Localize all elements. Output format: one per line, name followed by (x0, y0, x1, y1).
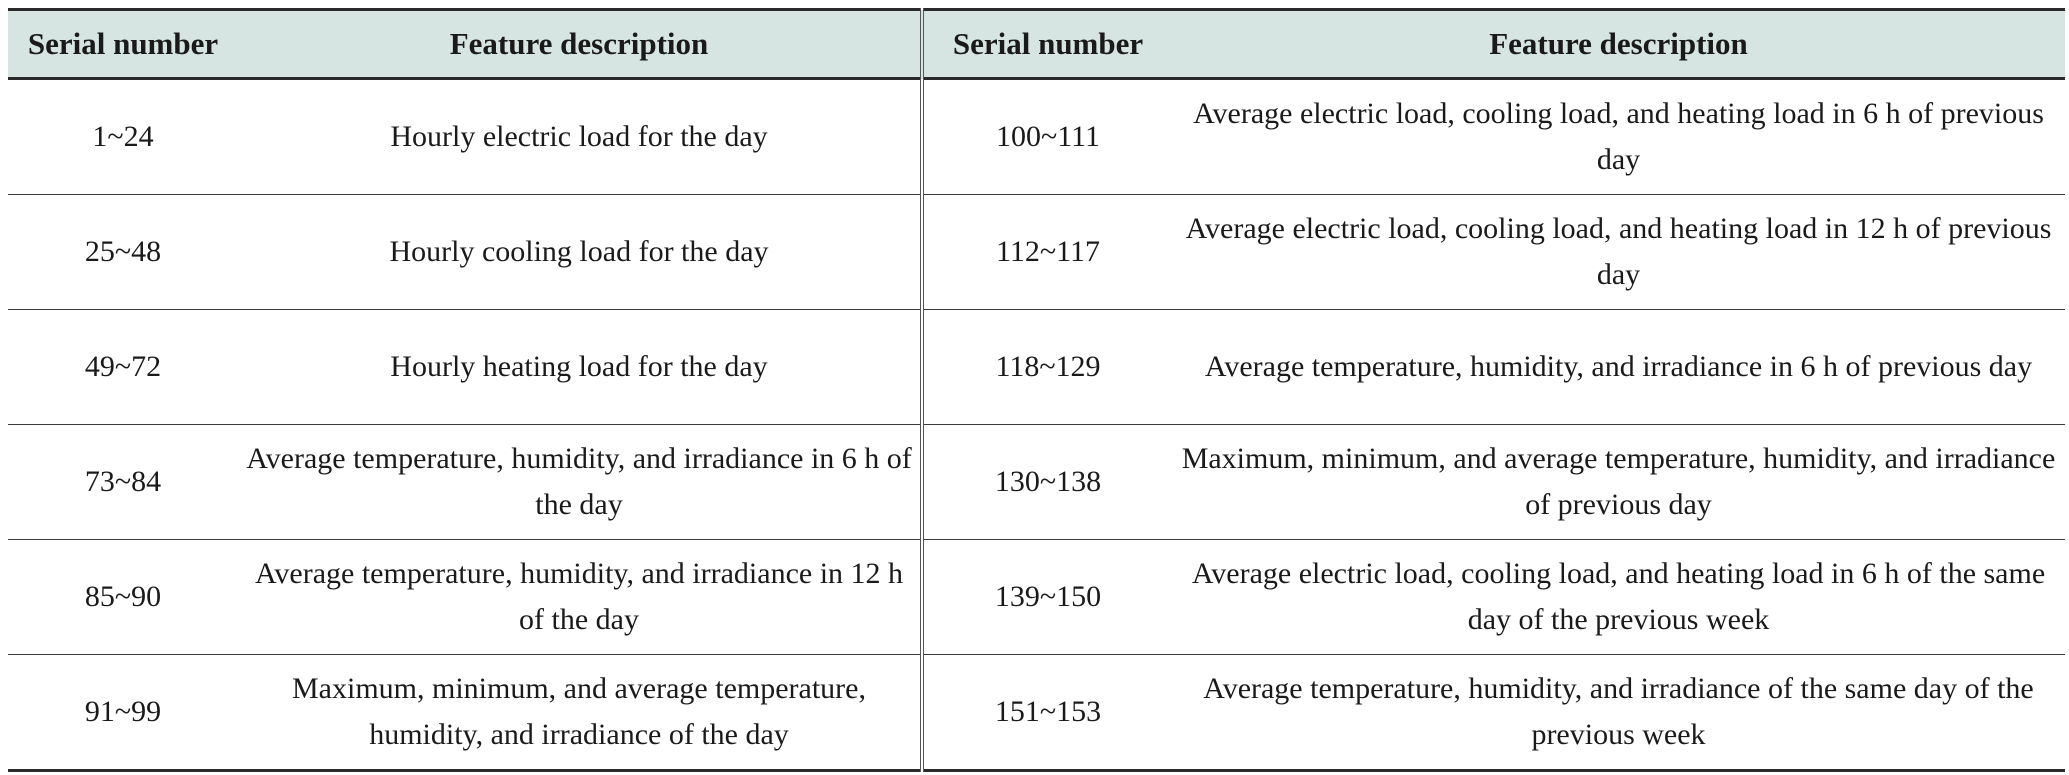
right-serial-cell: 100~111 (922, 78, 1172, 195)
right-description-cell: Average temperature, humidity, and irrad… (1172, 309, 2065, 425)
left-serial-cell: 85~90 (8, 539, 238, 655)
left-serial-cell: 73~84 (8, 424, 238, 540)
left-description-cell: Hourly heating load for the day (238, 309, 924, 425)
right-serial-cell: 118~129 (922, 309, 1172, 425)
right-serial-cell: 112~117 (922, 194, 1172, 310)
left-description-cell: Hourly electric load for the day (238, 78, 924, 195)
right-description-cell: Average electric load, cooling load, and… (1172, 539, 2065, 655)
left-description-cell: Average temperature, humidity, and irrad… (238, 539, 924, 655)
table-row: 25~48 Hourly cooling load for the day 11… (8, 194, 2065, 310)
table-header-row: Serial number Feature description Serial… (8, 8, 2065, 80)
table-row: 91~99 Maximum, minimum, and average temp… (8, 654, 2065, 772)
right-description-cell: Average electric load, cooling load, and… (1172, 78, 2065, 195)
left-serial-cell: 91~99 (8, 654, 238, 772)
left-serial-cell: 49~72 (8, 309, 238, 425)
right-serial-cell: 151~153 (922, 654, 1172, 772)
left-description-cell: Maximum, minimum, and average temperatur… (238, 654, 924, 772)
table-row: 49~72 Hourly heating load for the day 11… (8, 309, 2065, 425)
left-description-cell: Hourly cooling load for the day (238, 194, 924, 310)
feature-table: Serial number Feature description Serial… (8, 8, 2065, 772)
left-serial-cell: 25~48 (8, 194, 238, 310)
table-row: 85~90 Average temperature, humidity, and… (8, 539, 2065, 655)
right-description-cell: Average electric load, cooling load, and… (1172, 194, 2065, 310)
right-description-cell: Maximum, minimum, and average temperatur… (1172, 424, 2065, 540)
feature-table-container: Serial number Feature description Serial… (8, 8, 2065, 772)
right-serial-cell: 139~150 (922, 539, 1172, 655)
header-serial-number-right: Serial number (922, 8, 1172, 80)
table-row: 1~24 Hourly electric load for the day 10… (8, 78, 2065, 195)
header-feature-description-left: Feature description (238, 8, 924, 80)
right-description-cell: Average temperature, humidity, and irrad… (1172, 654, 2065, 772)
header-serial-number-left: Serial number (8, 8, 238, 80)
right-serial-cell: 130~138 (922, 424, 1172, 540)
left-serial-cell: 1~24 (8, 78, 238, 195)
header-feature-description-right: Feature description (1172, 8, 2065, 80)
table-row: 73~84 Average temperature, humidity, and… (8, 424, 2065, 540)
left-description-cell: Average temperature, humidity, and irrad… (238, 424, 924, 540)
